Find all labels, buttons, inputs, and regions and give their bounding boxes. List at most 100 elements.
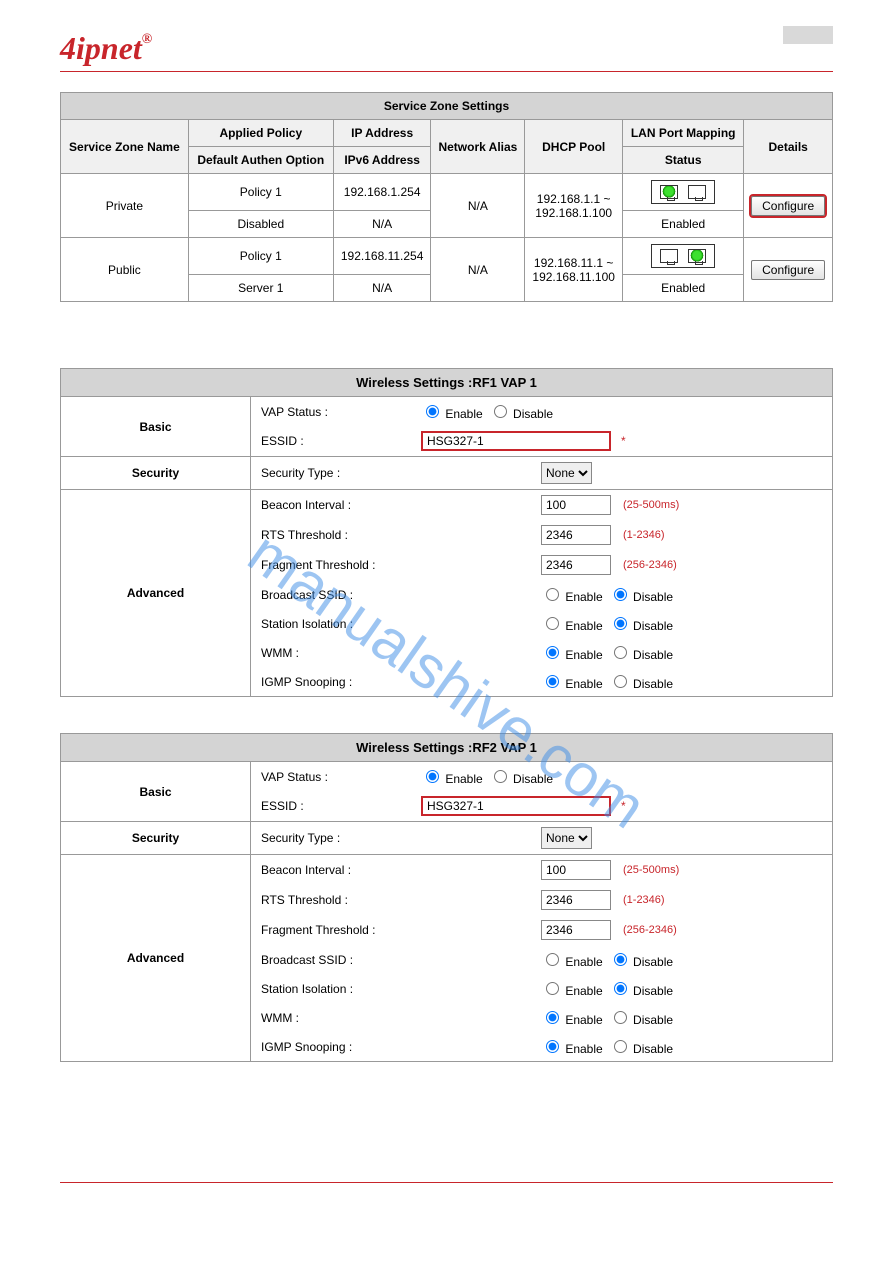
wmm-label: WMM : [261, 1011, 541, 1025]
frag-input[interactable] [541, 920, 611, 940]
sz-details: Configure [744, 174, 833, 238]
broadcast-ssid-label: Broadcast SSID : [261, 588, 541, 602]
col-name: Service Zone Name [61, 120, 189, 174]
station-isolation-enable[interactable]: Enable [541, 979, 603, 998]
section-advanced: Advanced [61, 855, 251, 1062]
rts-input[interactable] [541, 890, 611, 910]
broadcast-ssid-disable[interactable]: Disable [609, 585, 673, 604]
essid-label: ESSID : [261, 799, 421, 813]
sz-name: Public [61, 238, 189, 302]
col-alias: Network Alias [431, 120, 525, 174]
beacon-input[interactable] [541, 860, 611, 880]
wmm-enable[interactable]: Enable [541, 643, 603, 662]
brand-logo: 4ipnet® [60, 30, 152, 66]
sz-ip: 192.168.11.254 [333, 238, 431, 275]
sz-alias: N/A [431, 174, 525, 238]
beacon-hint: (25-500ms) [623, 499, 679, 511]
sz-status: Enabled [623, 275, 744, 302]
sz-ports [623, 238, 744, 275]
sz-details: Configure [744, 238, 833, 302]
station-isolation-label: Station Isolation : [261, 982, 541, 996]
vap-status-disable[interactable]: Disable [489, 402, 553, 421]
broadcast-ssid-enable[interactable]: Enable [541, 950, 603, 969]
beacon-label: Beacon Interval : [261, 498, 541, 512]
beacon-hint: (25-500ms) [623, 864, 679, 876]
col-dhcp: DHCP Pool [525, 120, 623, 174]
sz-policy: Policy 1 [188, 174, 333, 211]
header-badge [783, 26, 833, 44]
broadcast-ssid-enable[interactable]: Enable [541, 585, 603, 604]
col-authen: Default Authen Option [188, 147, 333, 174]
sz-policy: Policy 1 [188, 238, 333, 275]
lan-port-2-icon [688, 185, 706, 199]
sz-ipv6: N/A [333, 211, 431, 238]
vap-status-enable[interactable]: Enable [421, 402, 483, 421]
security-type-select[interactable]: None [541, 462, 592, 484]
section-security: Security [61, 822, 251, 855]
service-zone-table: Service Zone Settings Service Zone Name … [60, 92, 833, 302]
footer-divider [60, 1182, 833, 1183]
broadcast-ssid-disable[interactable]: Disable [609, 950, 673, 969]
wireless-panel-0: Wireless Settings :RF1 VAP 1 Basic VAP S… [60, 368, 833, 697]
configure-button[interactable]: Configure [751, 260, 825, 280]
sz-alias: N/A [431, 238, 525, 302]
vap-status-disable[interactable]: Disable [489, 767, 553, 786]
vap-status-enable[interactable]: Enable [421, 767, 483, 786]
wmm-label: WMM : [261, 646, 541, 660]
section-security: Security [61, 457, 251, 490]
essid-label: ESSID : [261, 434, 421, 448]
col-ipv6: IPv6 Address [333, 147, 431, 174]
igmp-snooping-enable[interactable]: Enable [541, 672, 603, 691]
essid-input[interactable] [421, 796, 611, 816]
frag-hint: (256-2346) [623, 924, 677, 936]
sz-ipv6: N/A [333, 275, 431, 302]
igmp-snooping-enable[interactable]: Enable [541, 1037, 603, 1056]
igmp-snooping-disable[interactable]: Disable [609, 672, 673, 691]
wmm-disable[interactable]: Disable [609, 643, 673, 662]
frag-label: Fragment Threshold : [261, 923, 541, 937]
col-lanport: LAN Port Mapping [623, 120, 744, 147]
wmm-enable[interactable]: Enable [541, 1008, 603, 1027]
security-type-label: Security Type : [261, 466, 541, 480]
rts-hint: (1-2346) [623, 529, 665, 541]
security-type-select[interactable]: None [541, 827, 592, 849]
rts-input[interactable] [541, 525, 611, 545]
col-details: Details [744, 120, 833, 174]
igmp-snooping-disable[interactable]: Disable [609, 1037, 673, 1056]
beacon-input[interactable] [541, 495, 611, 515]
section-advanced: Advanced [61, 490, 251, 697]
wireless-title: Wireless Settings :RF2 VAP 1 [61, 734, 833, 762]
station-isolation-disable[interactable]: Disable [609, 979, 673, 998]
col-status: Status [623, 147, 744, 174]
igmp-snooping-label: IGMP Snooping : [261, 675, 541, 689]
sz-authen: Server 1 [188, 275, 333, 302]
rts-hint: (1-2346) [623, 894, 665, 906]
col-ip: IP Address [333, 120, 431, 147]
igmp-snooping-label: IGMP Snooping : [261, 1040, 541, 1054]
vap-status-label: VAP Status : [261, 770, 421, 784]
sz-dhcp: 192.168.1.1 ~ 192.168.1.100 [525, 174, 623, 238]
frag-label: Fragment Threshold : [261, 558, 541, 572]
essid-input[interactable] [421, 431, 611, 451]
frag-input[interactable] [541, 555, 611, 575]
beacon-label: Beacon Interval : [261, 863, 541, 877]
station-isolation-label: Station Isolation : [261, 617, 541, 631]
section-basic: Basic [61, 762, 251, 822]
sz-authen: Disabled [188, 211, 333, 238]
broadcast-ssid-label: Broadcast SSID : [261, 953, 541, 967]
vap-status-label: VAP Status : [261, 405, 421, 419]
sz-dhcp: 192.168.11.1 ~ 192.168.11.100 [525, 238, 623, 302]
configure-button[interactable]: Configure [751, 196, 825, 216]
service-zone-title: Service Zone Settings [61, 93, 833, 120]
header-divider [60, 71, 833, 72]
station-isolation-enable[interactable]: Enable [541, 614, 603, 633]
lan-port-1-icon [660, 185, 678, 199]
sz-status: Enabled [623, 211, 744, 238]
station-isolation-disable[interactable]: Disable [609, 614, 673, 633]
lan-port-2-icon [688, 249, 706, 263]
frag-hint: (256-2346) [623, 559, 677, 571]
sz-ip: 192.168.1.254 [333, 174, 431, 211]
wmm-disable[interactable]: Disable [609, 1008, 673, 1027]
rts-label: RTS Threshold : [261, 528, 541, 542]
required-icon: * [621, 434, 626, 448]
